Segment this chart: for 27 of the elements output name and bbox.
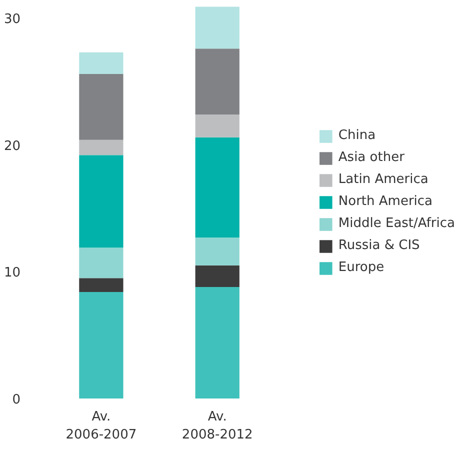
y-tick-label: 20	[4, 138, 21, 154]
x-tick-label: Av. 2008-2012	[182, 410, 253, 442]
y-tick-label: 10	[4, 266, 21, 281]
legend-label: China	[338, 128, 376, 143]
bar	[195, 265, 240, 287]
bar	[79, 52, 124, 74]
bar	[195, 137, 240, 238]
legend-label: Russia & CIS	[338, 238, 420, 253]
legend-label: Europe	[338, 260, 384, 275]
bar	[195, 6, 240, 49]
bar	[79, 74, 124, 140]
bar	[79, 292, 124, 398]
bar	[195, 48, 240, 115]
bar	[79, 248, 124, 278]
bar	[79, 140, 124, 156]
legend-label: Asia other	[338, 150, 404, 165]
bar	[195, 114, 240, 138]
y-tick-label: 30	[4, 12, 21, 28]
bar	[79, 278, 124, 292]
legend-label: Latin America	[338, 172, 428, 187]
bar	[195, 286, 240, 398]
y-tick-label: 0	[12, 392, 21, 408]
legend-label: North America	[338, 194, 433, 209]
legend-label: Middle East/Africa	[338, 216, 455, 231]
x-tick-label: Av. 2006-2007	[66, 410, 137, 442]
bar	[79, 155, 124, 248]
bar	[195, 237, 240, 266]
